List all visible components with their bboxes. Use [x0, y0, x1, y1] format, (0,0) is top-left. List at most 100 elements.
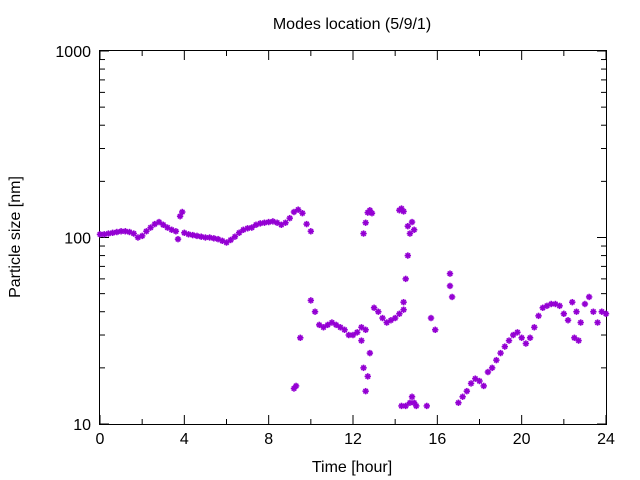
data-point	[303, 220, 310, 228]
data-point	[497, 349, 504, 357]
x-tick-label: 8	[264, 431, 273, 448]
data-point	[400, 208, 407, 215]
data-point	[402, 402, 409, 410]
data-point	[349, 331, 357, 339]
y-tick-label: 10	[73, 417, 91, 434]
x-tick-label: 24	[597, 431, 615, 448]
data-point	[400, 298, 407, 306]
data-point	[501, 343, 508, 350]
data-point	[594, 319, 601, 326]
data-point	[316, 321, 323, 329]
data-point	[518, 334, 525, 341]
data-point	[585, 293, 593, 301]
x-tick-label: 4	[180, 431, 189, 448]
data-point	[282, 219, 289, 226]
x-tick-label: 16	[428, 431, 446, 448]
data-point	[320, 324, 327, 331]
data-point	[354, 329, 361, 336]
data-point	[413, 402, 420, 410]
data-point	[463, 387, 471, 395]
data-point	[360, 364, 367, 372]
data-point	[362, 387, 369, 395]
data-point	[179, 208, 186, 216]
data-point	[370, 304, 378, 311]
data-point	[223, 239, 230, 246]
data-point	[547, 300, 555, 308]
data-point	[410, 226, 418, 233]
y-tick-label: 100	[64, 231, 91, 248]
data-point	[294, 206, 302, 213]
data-point	[292, 382, 300, 390]
data-point	[286, 214, 293, 222]
data-point	[590, 308, 597, 315]
data-point	[231, 233, 239, 240]
data-point	[360, 230, 367, 237]
chart-title: Modes location (5/9/1)	[273, 16, 431, 33]
data-point	[398, 402, 405, 410]
data-point	[577, 319, 584, 326]
data-point	[571, 334, 578, 341]
data-point	[402, 275, 409, 283]
data-point	[362, 219, 369, 226]
data-point	[602, 310, 610, 317]
data-point	[311, 308, 319, 315]
data-point	[406, 230, 414, 237]
data-point	[297, 334, 304, 341]
data-point	[564, 317, 572, 324]
data-point	[535, 312, 542, 320]
data-point	[432, 326, 439, 333]
data-point	[427, 314, 435, 322]
data-point	[345, 331, 352, 339]
data-point	[337, 324, 344, 331]
data-point	[379, 314, 386, 322]
data-point	[488, 364, 496, 372]
data-point	[573, 308, 580, 315]
y-axis-label: Particle size [nm]	[7, 176, 24, 298]
data-point	[556, 302, 563, 310]
data-point	[227, 236, 234, 244]
data-point	[408, 393, 416, 400]
data-point	[358, 337, 365, 344]
x-tick-label: 12	[344, 431, 362, 448]
data-point	[505, 337, 513, 344]
data-point	[446, 270, 454, 277]
data-point	[160, 221, 167, 228]
data-point	[174, 235, 182, 243]
data-point	[147, 224, 154, 231]
x-tick-label: 20	[513, 431, 531, 448]
data-point	[423, 402, 430, 410]
y-tick-label: 1000	[55, 44, 91, 61]
data-point	[467, 380, 475, 387]
data-point	[406, 399, 414, 406]
data-point	[476, 377, 483, 385]
data-point	[510, 331, 517, 339]
data-point	[400, 306, 407, 313]
data-point	[332, 321, 340, 329]
data-point	[366, 349, 374, 357]
data-point	[459, 393, 466, 400]
data-point	[404, 222, 412, 230]
data-point	[307, 297, 315, 304]
data-points	[96, 205, 610, 410]
data-point	[368, 209, 376, 217]
data-point	[581, 300, 589, 308]
data-point	[531, 324, 538, 331]
data-point	[575, 337, 582, 344]
data-point	[358, 324, 365, 331]
data-point	[404, 252, 412, 259]
data-point	[341, 326, 348, 333]
data-point	[138, 232, 146, 240]
data-point	[130, 230, 137, 237]
data-point	[235, 229, 243, 236]
data-point	[484, 368, 492, 376]
data-point	[290, 208, 298, 216]
data-point	[362, 326, 369, 333]
data-point	[248, 224, 255, 231]
data-point	[328, 319, 336, 326]
data-point	[493, 356, 500, 364]
data-point	[526, 334, 534, 341]
data-point	[307, 228, 315, 235]
data-point	[446, 282, 454, 290]
data-point	[375, 308, 382, 315]
